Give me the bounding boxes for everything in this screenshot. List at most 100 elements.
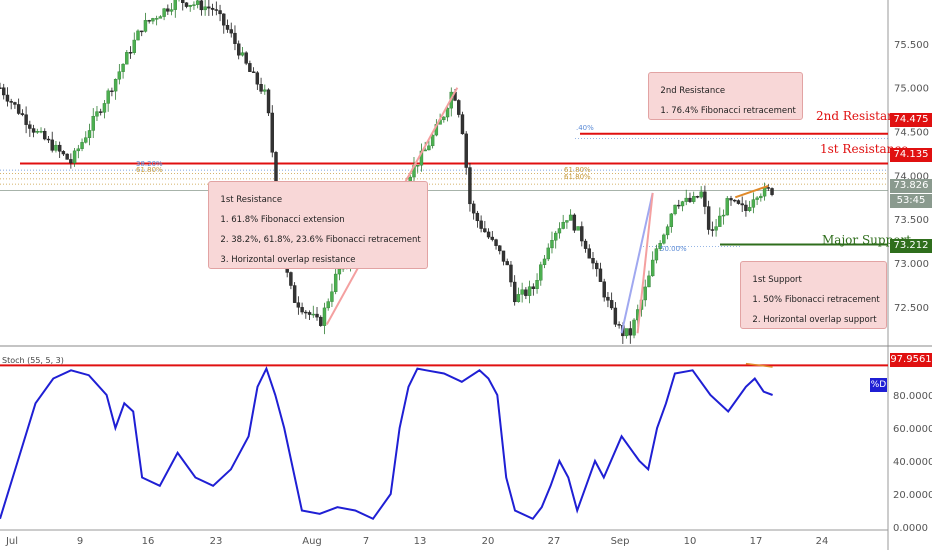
note-1st-res-line-3: 2. 38.2%, 61.8%, 23.6% Fibonacci retrace… xyxy=(220,235,421,245)
y-tick-3: 74.000 xyxy=(894,171,929,182)
candle-body xyxy=(259,84,263,92)
candle-body xyxy=(207,6,211,9)
candle-body xyxy=(46,138,51,141)
candle-body xyxy=(706,206,711,230)
countdown-tag: 53:45 xyxy=(890,194,932,208)
candle-body xyxy=(557,228,562,234)
candle-body xyxy=(143,20,148,32)
candle-body xyxy=(654,248,659,261)
candle-body xyxy=(662,234,666,244)
fib-label-50: 50.00% xyxy=(660,245,687,253)
x-tick-12: 24 xyxy=(816,536,829,547)
candle-body xyxy=(266,89,271,114)
candle-body xyxy=(509,264,513,283)
candle-body xyxy=(725,198,729,216)
candle-body xyxy=(39,130,43,133)
candle-body xyxy=(322,307,327,326)
candle-body xyxy=(337,268,342,275)
candle-body xyxy=(65,153,69,160)
candle-body xyxy=(292,285,297,303)
candle-body xyxy=(0,87,2,89)
candle-body xyxy=(106,90,110,104)
candle-body xyxy=(464,133,468,168)
candle-body xyxy=(583,240,588,249)
candle-body xyxy=(147,20,151,22)
candle-body xyxy=(76,148,81,152)
candle-body xyxy=(512,281,517,303)
candle-body xyxy=(602,281,606,298)
stoch-y-tick-1: 20.0000 xyxy=(893,490,932,501)
candle-body xyxy=(427,145,431,151)
candle-body xyxy=(98,111,103,113)
candle-body xyxy=(591,258,595,264)
candle-body xyxy=(703,191,707,207)
candle-body xyxy=(650,259,655,277)
candle-body xyxy=(307,312,312,315)
candle-body xyxy=(524,289,528,296)
candle-body xyxy=(531,286,536,289)
candle-body xyxy=(658,243,662,249)
candle-body xyxy=(319,316,323,326)
candle-body xyxy=(270,112,274,153)
candle-body xyxy=(554,232,558,241)
candle-body xyxy=(546,247,550,260)
candle-body xyxy=(729,198,733,201)
candle-body xyxy=(550,240,554,249)
stoch-title: Stoch (55, 5, 3) xyxy=(2,356,64,365)
candle-body xyxy=(28,124,32,129)
candle-body xyxy=(759,195,763,199)
x-tick-11: 17 xyxy=(750,536,763,547)
candle-body xyxy=(210,7,215,10)
candle-body xyxy=(57,144,62,152)
candle-body xyxy=(251,71,256,73)
y-tick-4: 74.500 xyxy=(894,128,929,139)
candle-body xyxy=(669,213,674,227)
candle-body xyxy=(248,63,252,72)
candle-body xyxy=(580,226,584,242)
candle-body xyxy=(315,313,319,318)
candle-body xyxy=(263,89,267,92)
candle-body xyxy=(125,52,129,65)
fib-arrow-up xyxy=(620,192,654,334)
candle-body xyxy=(561,222,565,229)
candle-body xyxy=(632,319,636,336)
candle-body xyxy=(680,201,685,207)
candle-body xyxy=(304,311,308,314)
fib-label-61-a: 61.80% xyxy=(136,166,163,174)
stoch-trend-orange xyxy=(745,362,773,368)
candle-body xyxy=(699,191,703,198)
candle-body xyxy=(218,10,222,15)
stoch-y-tick-2: 40.0000 xyxy=(893,457,932,468)
candle-body xyxy=(244,52,248,64)
y-tick-1: 73.000 xyxy=(894,259,929,270)
candle-body xyxy=(69,159,73,164)
price-tag-1st-resistance: 74.135 xyxy=(890,148,932,162)
y-tick-6: 75.500 xyxy=(894,40,929,51)
candle-body xyxy=(416,165,420,167)
note-1st-sup-line-2: 1. 50% Fibonacci retracement xyxy=(752,295,880,305)
price-tag-major-support: 73.212 xyxy=(890,239,932,253)
candle-body xyxy=(61,151,66,155)
candle-body xyxy=(188,4,192,7)
candle-body xyxy=(457,100,461,115)
x-tick-4: Aug xyxy=(302,536,322,547)
candle-body xyxy=(568,214,573,221)
candle-body xyxy=(471,203,476,214)
candle-body xyxy=(255,72,260,85)
candle-body xyxy=(225,24,230,30)
candle-body xyxy=(770,188,774,195)
candle-body xyxy=(192,4,196,6)
candle-body xyxy=(445,107,450,118)
candle-body xyxy=(128,52,133,54)
note-1st-res-line-4: 3. Horizontal overlap resistance xyxy=(220,255,356,265)
candle-body xyxy=(117,71,122,80)
candle-body xyxy=(50,139,54,151)
x-tick-9: Sep xyxy=(611,536,630,547)
x-tick-10: 10 xyxy=(684,536,697,547)
candle-body xyxy=(162,8,166,17)
stoch-y-tick-4: 80.0000 xyxy=(893,391,932,402)
candle-body xyxy=(311,313,315,316)
candle-body xyxy=(236,43,241,56)
candle-body xyxy=(475,212,480,222)
